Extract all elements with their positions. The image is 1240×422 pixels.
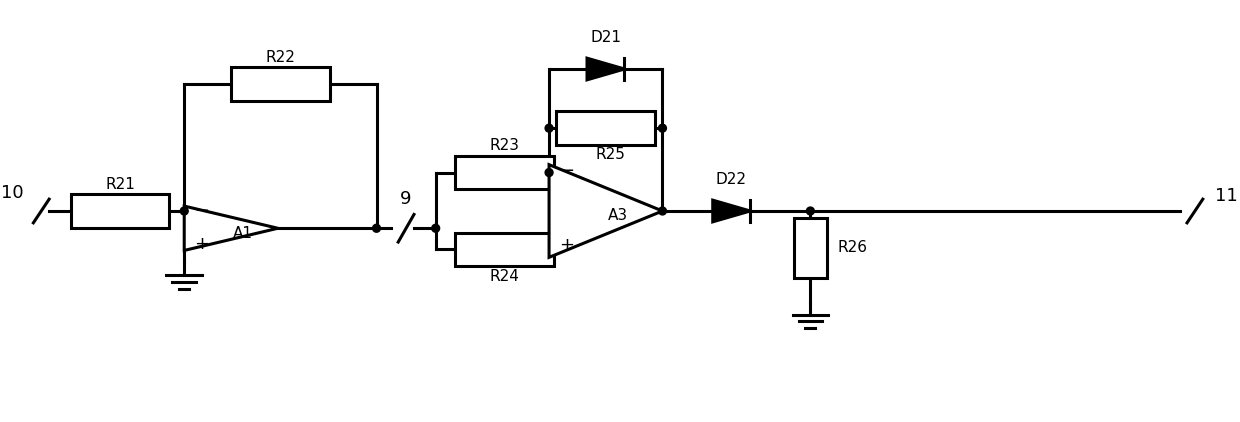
Text: D21: D21 xyxy=(590,30,621,45)
Text: A1: A1 xyxy=(233,226,253,241)
Text: 10: 10 xyxy=(1,184,24,202)
Circle shape xyxy=(432,225,440,232)
Text: R21: R21 xyxy=(105,177,135,192)
Bar xyxy=(455,156,554,189)
Text: R22: R22 xyxy=(265,50,295,65)
Polygon shape xyxy=(185,206,278,250)
Text: 11: 11 xyxy=(1215,187,1238,205)
Text: R26: R26 xyxy=(838,241,868,255)
Circle shape xyxy=(806,207,815,215)
Bar xyxy=(455,233,554,266)
Circle shape xyxy=(546,124,553,132)
Polygon shape xyxy=(549,165,662,257)
Bar xyxy=(231,67,330,100)
Circle shape xyxy=(180,207,188,215)
Text: R24: R24 xyxy=(490,268,520,284)
Circle shape xyxy=(372,225,381,232)
Text: +: + xyxy=(559,235,574,254)
Text: A3: A3 xyxy=(608,208,627,223)
Bar xyxy=(71,194,170,228)
Text: −: − xyxy=(559,162,574,180)
Polygon shape xyxy=(587,58,625,80)
Text: +: + xyxy=(195,235,210,252)
Circle shape xyxy=(546,169,553,176)
Circle shape xyxy=(658,124,666,132)
Text: R25: R25 xyxy=(595,147,626,162)
Bar xyxy=(794,219,827,278)
Text: D22: D22 xyxy=(715,172,746,187)
Bar xyxy=(557,111,655,145)
Text: 9: 9 xyxy=(401,189,412,208)
Text: −: − xyxy=(195,202,210,220)
Polygon shape xyxy=(713,200,750,222)
Circle shape xyxy=(658,207,666,215)
Text: R23: R23 xyxy=(490,138,520,154)
